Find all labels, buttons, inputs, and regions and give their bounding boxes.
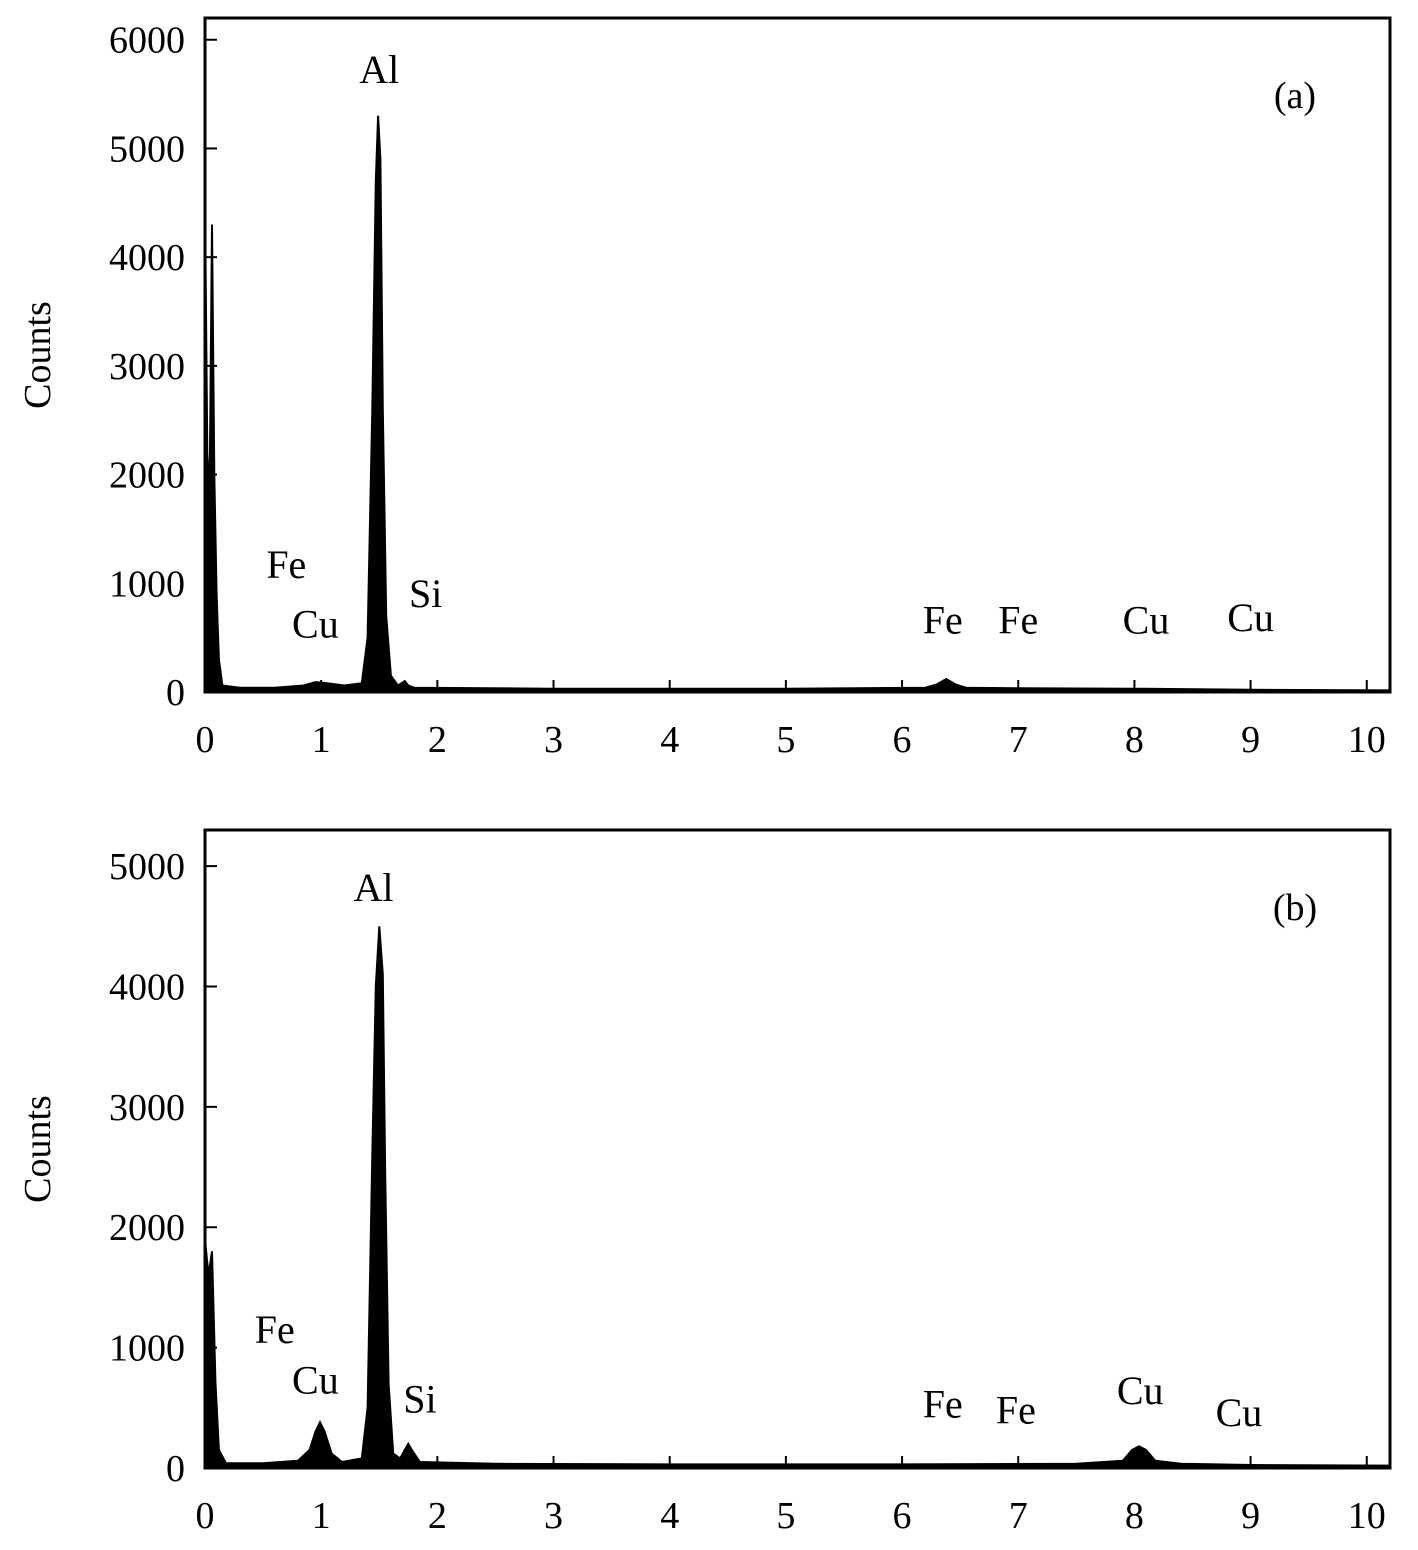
x-tick-label: 2 bbox=[428, 719, 447, 761]
y-tick-label: 3000 bbox=[109, 346, 185, 388]
peak-label-fe: Fe bbox=[255, 1307, 295, 1352]
peak-label-cu: Cu bbox=[292, 602, 339, 647]
x-tick-label: 3 bbox=[544, 719, 563, 761]
y-tick-label: 1000 bbox=[109, 563, 185, 605]
panel-label: (b) bbox=[1273, 887, 1317, 929]
x-tick-label: 9 bbox=[1241, 719, 1260, 761]
spectrum-series-0 bbox=[204, 115, 1391, 693]
x-tick-label: 6 bbox=[893, 1495, 912, 1537]
y-axis-title: Counts bbox=[17, 1095, 59, 1203]
peak-label-fe: Fe bbox=[996, 1387, 1036, 1432]
peak-label-fe: Fe bbox=[998, 597, 1038, 642]
y-tick-label: 2000 bbox=[109, 1207, 185, 1249]
x-tick-label: 3 bbox=[544, 1495, 563, 1537]
x-tick-label: 8 bbox=[1125, 1495, 1144, 1537]
x-tick-label: 5 bbox=[776, 719, 795, 761]
peak-label-si: Si bbox=[403, 1377, 436, 1422]
x-tick-label: 7 bbox=[1009, 1495, 1028, 1537]
x-tick-label: 1 bbox=[312, 1495, 331, 1537]
y-tick-label: 6000 bbox=[109, 20, 185, 62]
y-tick-label: 0 bbox=[166, 672, 185, 714]
peak-label-fe: Fe bbox=[923, 597, 963, 642]
y-tick-label: 3000 bbox=[109, 1087, 185, 1129]
y-tick-label: 5000 bbox=[109, 128, 185, 170]
peak-label-cu: Cu bbox=[1117, 1368, 1164, 1413]
x-tick-label: 1 bbox=[312, 719, 331, 761]
panel-b: 0 1 2 3 4 5 6 7 8 9 10 0 1000 2000 3000 4000 5000 Counts (… bbox=[17, 828, 1392, 1537]
x-tick-label: 5 bbox=[776, 1495, 795, 1537]
peak-label-al: Al bbox=[353, 865, 393, 910]
y-tick-label: 2000 bbox=[109, 455, 185, 497]
x-tick-label: 10 bbox=[1348, 1495, 1386, 1537]
x-tick-label: 10 bbox=[1348, 719, 1386, 761]
peak-label-al: Al bbox=[359, 47, 399, 92]
x-tick-label: 0 bbox=[196, 1495, 215, 1537]
panel-label: (a) bbox=[1274, 75, 1316, 117]
spectrum-series-0 bbox=[204, 926, 1391, 1469]
x-tick-label: 2 bbox=[428, 1495, 447, 1537]
x-tick-label: 8 bbox=[1125, 719, 1144, 761]
x-tick-label: 4 bbox=[660, 1495, 679, 1537]
x-tick-label: 4 bbox=[660, 719, 679, 761]
peak-label-cu: Cu bbox=[1227, 595, 1274, 640]
peak-label-cu: Cu bbox=[1123, 597, 1170, 642]
peak-label-fe: Fe bbox=[923, 1381, 963, 1426]
y-tick-label: 4000 bbox=[109, 237, 185, 279]
peak-label-cu: Cu bbox=[1216, 1390, 1263, 1435]
x-tick-label: 9 bbox=[1241, 1495, 1260, 1537]
y-tick-label: 4000 bbox=[109, 966, 185, 1008]
panel-a: 0 1 2 3 4 5 6 7 8 9 10 0 1000 2000 3000 4000 5000 6000 Cou… bbox=[17, 16, 1392, 761]
x-tick-label: 6 bbox=[893, 719, 912, 761]
peak-label-fe: Fe bbox=[266, 542, 306, 587]
peak-label-si: Si bbox=[409, 571, 442, 616]
plot-frame bbox=[203, 16, 1392, 694]
y-tick-label: 5000 bbox=[109, 846, 185, 888]
x-tick-label: 7 bbox=[1009, 719, 1028, 761]
plot-frame bbox=[203, 828, 1392, 1470]
y-axis-title: Counts bbox=[17, 301, 59, 409]
y-tick-label: 1000 bbox=[109, 1328, 185, 1370]
y-tick-label: 0 bbox=[166, 1448, 185, 1490]
peak-label-cu: Cu bbox=[292, 1357, 339, 1402]
x-tick-label: 0 bbox=[196, 719, 215, 761]
